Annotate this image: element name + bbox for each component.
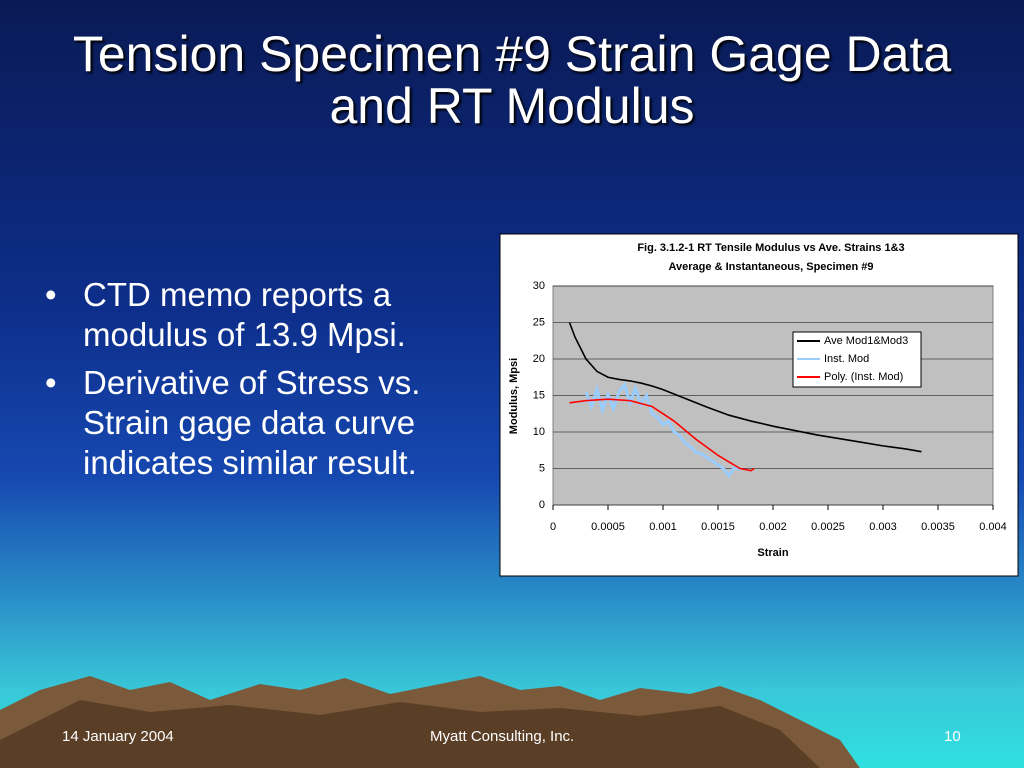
- x-tick-label: 0: [550, 521, 556, 533]
- x-tick-label: 0.002: [759, 521, 787, 533]
- series-line: [584, 381, 741, 479]
- footer-page: 10: [944, 728, 961, 745]
- y-tick-label: 5: [539, 462, 545, 474]
- legend-label: Poly. (Inst. Mod): [824, 371, 903, 383]
- x-axis-label: Strain: [757, 547, 788, 559]
- footer-company: Myatt Consulting, Inc.: [430, 728, 575, 745]
- chart-title: Fig. 3.1.2-1 RT Tensile Modulus vs Ave. …: [637, 242, 904, 254]
- slide-title: Tension Specimen #9 Strain Gage Data and…: [72, 26, 952, 134]
- x-tick-label: 0.001: [649, 521, 677, 533]
- y-tick-label: 0: [539, 499, 545, 511]
- x-tick-label: 0.003: [869, 521, 897, 533]
- y-tick-label: 25: [533, 316, 545, 328]
- x-tick-label: 0.004: [979, 521, 1007, 533]
- x-tick-label: 0.0005: [591, 521, 625, 533]
- y-tick-label: 30: [533, 280, 545, 292]
- y-axis-label: Modulus, Mpsi: [508, 358, 520, 434]
- y-tick-label: 20: [533, 353, 545, 365]
- x-tick-label: 0.0035: [921, 521, 955, 533]
- bullet: Derivative of Stress vs. Strain gage dat…: [45, 363, 495, 483]
- series-line: [568, 322, 922, 453]
- chart-subtitle: Average & Instantaneous, Specimen #9: [669, 261, 874, 273]
- legend-label: Ave Mod1&Mod3: [824, 335, 908, 347]
- footer-date: 14 January 2004: [62, 728, 174, 745]
- y-tick-label: 15: [533, 389, 545, 401]
- legend-label: Inst. Mod: [824, 353, 869, 365]
- y-tick-label: 10: [533, 426, 545, 438]
- bullet-list: CTD memo reports a modulus of 13.9 Mpsi.…: [45, 275, 495, 491]
- x-tick-label: 0.0025: [811, 521, 845, 533]
- bullet: CTD memo reports a modulus of 13.9 Mpsi.: [45, 275, 495, 355]
- x-tick-label: 0.0015: [701, 521, 735, 533]
- series-line: [569, 398, 755, 472]
